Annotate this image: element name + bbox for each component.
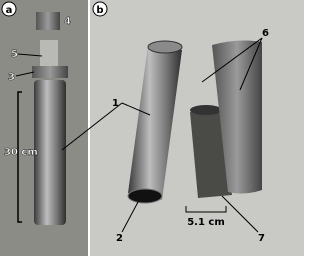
scale-bracket — [17, 91, 22, 223]
callout: 3 — [8, 72, 15, 83]
callout: 1 — [112, 98, 119, 109]
leader — [201, 37, 263, 83]
nut — [32, 66, 68, 78]
callout: 6 — [262, 28, 269, 39]
panel-badge — [1, 1, 17, 17]
cap — [36, 12, 60, 30]
callout: 4 — [64, 16, 71, 27]
leader — [61, 102, 123, 151]
leader — [121, 201, 139, 233]
callout: 5 — [11, 49, 18, 60]
leader — [221, 195, 259, 233]
core-top — [190, 105, 222, 115]
pipe — [128, 45, 182, 200]
leader — [17, 53, 43, 57]
pipe-end — [127, 188, 163, 204]
pipe-rim — [147, 40, 183, 54]
scale-label: 5.1 cm — [187, 217, 225, 228]
figure: a 4 5 3 30 cm b 1 6 2 7 5.1 cm — [0, 0, 304, 256]
scale-bracket — [185, 206, 227, 213]
insert — [40, 40, 58, 66]
callout: 7 — [258, 233, 265, 244]
leader — [121, 102, 151, 116]
leader — [239, 37, 263, 91]
panel-badge — [92, 1, 108, 17]
half-pipe — [212, 40, 262, 194]
pipe-a — [34, 80, 66, 225]
scale-label: 30 cm — [4, 147, 38, 158]
panel-label: b — [96, 5, 103, 16]
panel-label: a — [6, 5, 13, 16]
callout: 2 — [116, 233, 123, 244]
leader — [15, 71, 35, 77]
